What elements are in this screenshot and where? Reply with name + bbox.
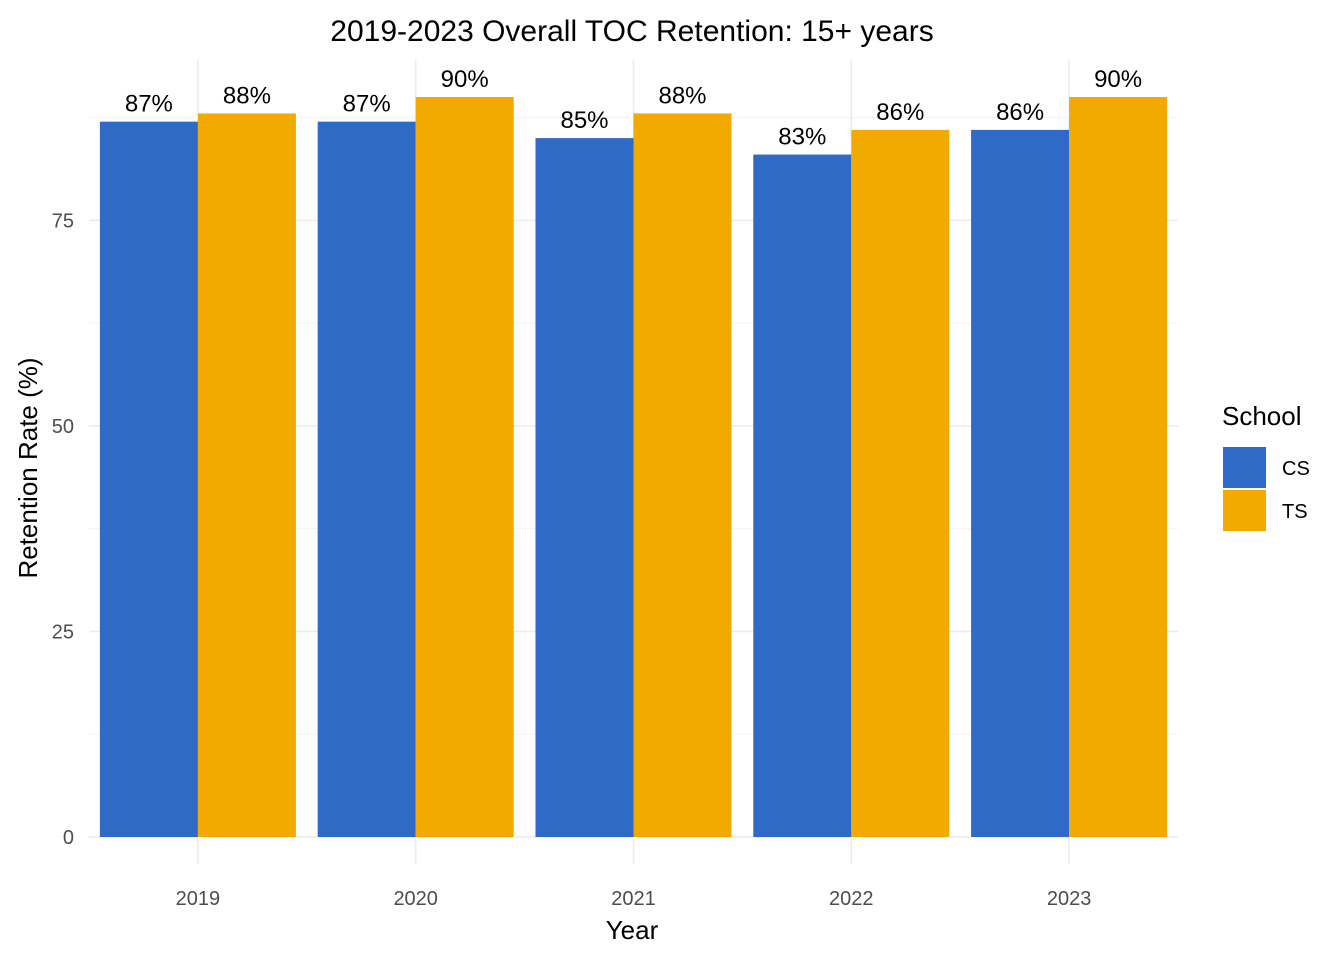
data-label: 87% [343, 91, 391, 118]
x-tick-label: 2023 [1047, 888, 1092, 910]
y-axis-title: Retention Rate (%) [13, 357, 43, 578]
data-label: 88% [223, 82, 271, 109]
data-label: 90% [441, 66, 489, 93]
legend: School CS TS [1222, 401, 1310, 531]
bars [99, 97, 1168, 838]
y-tick-label: 75 [52, 210, 74, 232]
legend-swatch-cs [1223, 447, 1266, 488]
bar-cs-2022 [753, 154, 852, 838]
x-tick-label: 2022 [829, 888, 874, 910]
x-tick-label: 2019 [176, 888, 221, 910]
legend-items: CS TS [1223, 447, 1310, 531]
legend-swatch-ts [1223, 490, 1266, 531]
bar-cs-2019 [99, 121, 198, 837]
bar-ts-2021 [633, 113, 732, 837]
y-tick-label: 0 [63, 827, 74, 849]
bar-ts-2023 [1069, 97, 1168, 837]
data-labels: 87% 87% 85% 83% 86% 88% 90% 88% 86% 90% [125, 66, 1142, 151]
data-label: 83% [778, 124, 826, 151]
legend-title: School [1222, 401, 1302, 431]
data-label: 86% [876, 99, 924, 126]
data-label: 86% [996, 99, 1044, 126]
bar-ts-2022 [851, 129, 950, 837]
x-tick-label: 2020 [393, 888, 438, 910]
legend-label-cs: CS [1282, 458, 1310, 480]
bar-cs-2023 [971, 129, 1070, 837]
axes: 0 25 50 75 2019 2020 2021 2022 2023 [52, 210, 1092, 910]
data-label: 88% [658, 82, 706, 109]
bar-cs-2021 [535, 138, 634, 838]
data-label: 90% [1094, 66, 1142, 93]
bar-cs-2020 [317, 121, 416, 837]
chart-title: 2019-2023 Overall TOC Retention: 15+ yea… [330, 15, 933, 48]
bar-ts-2019 [197, 113, 296, 837]
data-label: 87% [125, 91, 173, 118]
legend-label-ts: TS [1282, 501, 1308, 523]
y-tick-label: 25 [52, 621, 74, 643]
data-label: 85% [560, 107, 608, 134]
bar-ts-2020 [415, 97, 514, 837]
y-tick-label: 50 [52, 416, 74, 438]
x-axis-title: Year [606, 915, 659, 945]
x-tick-label: 2021 [611, 888, 656, 910]
